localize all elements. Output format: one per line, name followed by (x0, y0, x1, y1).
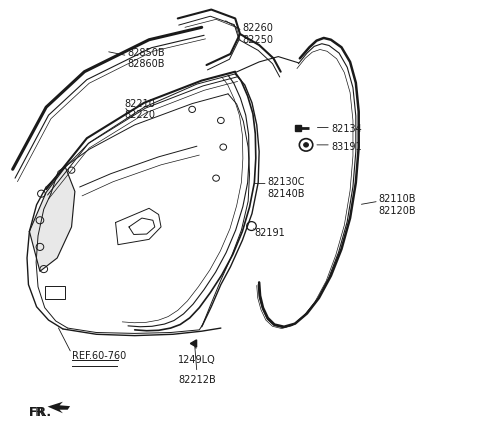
Text: 83191: 83191 (331, 142, 361, 152)
Text: 82210
82220: 82210 82220 (124, 99, 155, 120)
Text: 82212B: 82212B (178, 375, 216, 385)
Text: 82134: 82134 (331, 124, 362, 134)
Text: 82110B
82120B: 82110B 82120B (379, 194, 417, 215)
Polygon shape (29, 167, 75, 271)
Text: 82260
82250: 82260 82250 (242, 23, 274, 45)
Polygon shape (48, 402, 70, 413)
Text: FR.: FR. (28, 406, 48, 419)
Text: 82191: 82191 (254, 228, 285, 238)
Text: REF.60-760: REF.60-760 (72, 352, 126, 361)
Text: 82850B
82860B: 82850B 82860B (128, 48, 165, 69)
Text: 82130C
82140B: 82130C 82140B (268, 177, 305, 199)
Text: 1249LQ: 1249LQ (178, 355, 216, 365)
Circle shape (304, 143, 309, 147)
FancyBboxPatch shape (45, 287, 65, 299)
Text: FR.: FR. (28, 406, 51, 419)
